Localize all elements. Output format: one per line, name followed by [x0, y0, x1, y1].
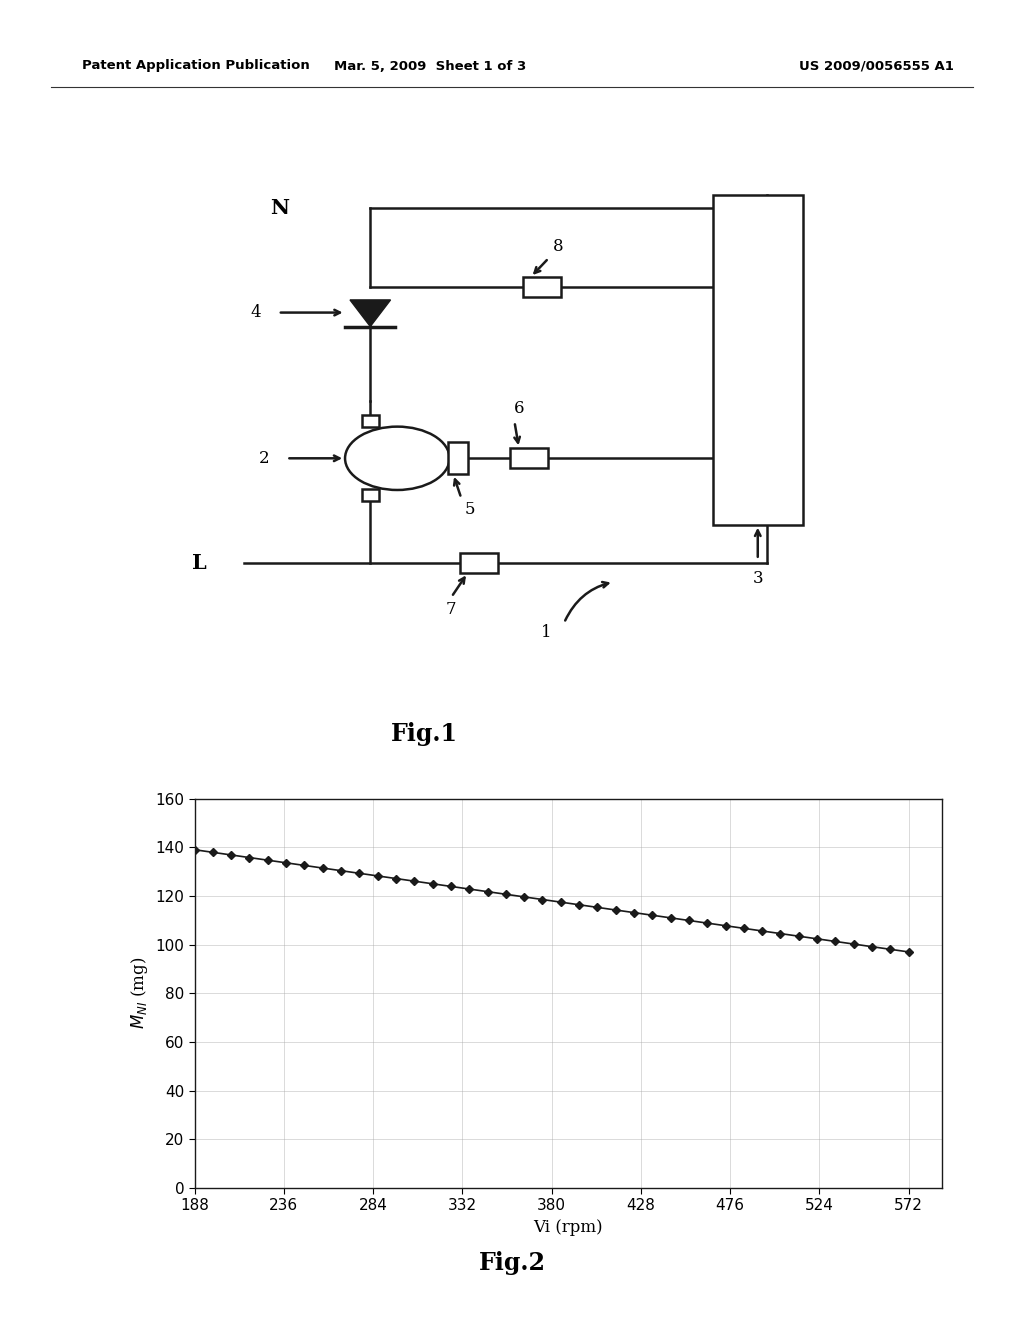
Text: 6: 6	[514, 400, 524, 417]
Bar	[461, 553, 499, 573]
Text: 5: 5	[465, 502, 475, 519]
Text: 4: 4	[250, 304, 261, 321]
Text: 7: 7	[446, 601, 457, 618]
Bar	[523, 277, 561, 297]
Ellipse shape	[345, 426, 450, 490]
Text: L: L	[191, 553, 207, 573]
Text: Fig.1: Fig.1	[391, 722, 458, 746]
Text: Patent Application Publication: Patent Application Publication	[82, 59, 309, 73]
Bar	[713, 195, 803, 525]
Bar	[447, 442, 468, 474]
Text: Mar. 5, 2009  Sheet 1 of 3: Mar. 5, 2009 Sheet 1 of 3	[334, 59, 526, 73]
Y-axis label: $M_{NI}$ (mg): $M_{NI}$ (mg)	[129, 957, 150, 1030]
Text: 8: 8	[552, 238, 563, 255]
Text: 1: 1	[541, 624, 551, 642]
Text: US 2009/0056555 A1: US 2009/0056555 A1	[799, 59, 953, 73]
Text: 2: 2	[259, 450, 269, 467]
Bar	[510, 449, 548, 469]
Bar	[361, 416, 379, 428]
Text: N: N	[270, 198, 290, 218]
Text: Fig.2: Fig.2	[478, 1251, 546, 1275]
Polygon shape	[350, 300, 390, 326]
X-axis label: Vi (rpm): Vi (rpm)	[534, 1218, 603, 1236]
Text: 3: 3	[753, 570, 763, 587]
Bar	[361, 490, 379, 502]
